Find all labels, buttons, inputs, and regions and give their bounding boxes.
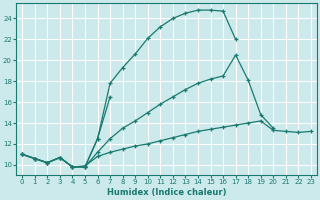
- X-axis label: Humidex (Indice chaleur): Humidex (Indice chaleur): [107, 188, 226, 197]
